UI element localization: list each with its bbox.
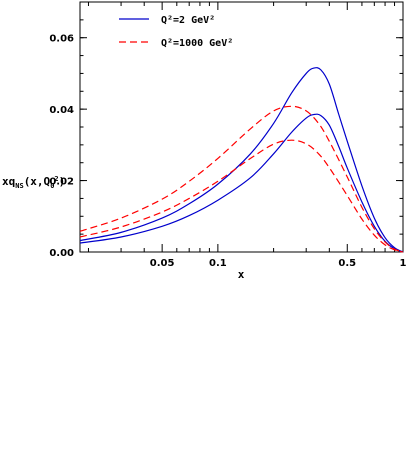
legend-label: Q²=1000 GeV² xyxy=(161,38,233,49)
legend: Q²=2 GeV² Q²=1000 GeV² xyxy=(119,15,233,49)
series-lines xyxy=(79,67,404,253)
x-tick-label: 0.05 xyxy=(150,258,175,269)
series-line-2 xyxy=(79,113,404,253)
x-tick-label: 1 xyxy=(400,258,407,269)
plot-frame xyxy=(79,1,404,253)
legend-label: Q²=2 GeV² xyxy=(161,15,215,26)
series-line-4 xyxy=(79,139,404,253)
x-axis-ticks: 0.05 0.1 0.5 1 xyxy=(87,2,407,269)
y-tick-label: 0.00 xyxy=(49,248,74,259)
y-tick-label: 0.04 xyxy=(49,105,74,116)
series-line-3 xyxy=(79,105,404,253)
x-axis-label: x xyxy=(238,268,245,281)
series-line-1 xyxy=(79,67,404,253)
x-tick-label: 0.5 xyxy=(338,258,356,269)
x-tick-label: 0.1 xyxy=(209,258,227,269)
y-tick-label: 0.06 xyxy=(49,34,74,45)
y-tick-label: 0.02 xyxy=(49,177,74,188)
y-axis-label: xqNS(x,Q02) xyxy=(2,175,65,190)
